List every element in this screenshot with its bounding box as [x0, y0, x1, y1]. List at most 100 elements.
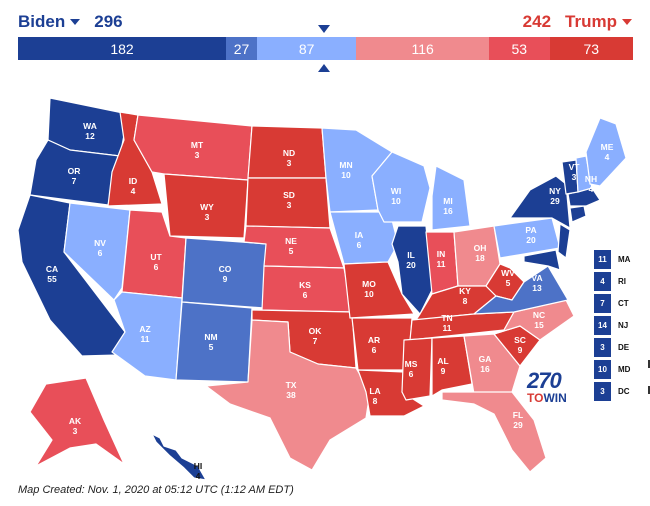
legend-ev-nj[interactable]: 14	[594, 315, 611, 335]
svg-text:UT6: UT 6	[150, 252, 162, 272]
label-me-abbr: ME	[601, 142, 614, 152]
state-mi[interactable]	[431, 165, 471, 231]
label-az-ev: 11	[141, 334, 150, 344]
label-id-ev: 4	[131, 186, 136, 196]
legend-row-nj[interactable]: 14 NJ	[594, 314, 630, 336]
state-me[interactable]	[585, 117, 627, 187]
label-vt-abbr: VT	[569, 162, 581, 172]
label-nd-ev: 3	[287, 158, 292, 168]
legend-row-ri[interactable]: 4 RI	[594, 270, 630, 292]
label-co-abbr: CO	[219, 264, 232, 274]
svg-text:NH4: NH 4	[585, 174, 597, 194]
small-states-legend: 11 MA 4 RI 7 CT 14 NJ 3 DE 10 MD 3 DC	[594, 248, 630, 402]
bar-segment-solid-d[interactable]: 182	[18, 37, 227, 60]
svg-text:WY3: WY 3	[200, 202, 214, 222]
label-oh-abbr: OH	[474, 243, 487, 253]
legend-abbr-ri: RI	[618, 276, 626, 286]
svg-text:HI4: HI 4	[194, 461, 203, 480]
state-nj[interactable]	[557, 223, 571, 259]
bar-segment-likely-r[interactable]: 53	[488, 37, 550, 60]
legend-row-md[interactable]: 10 MD	[594, 358, 630, 380]
label-or-abbr: OR	[68, 166, 81, 176]
electoral-vote-bar: 182 27 87 116 53 73	[18, 37, 633, 60]
state-ms[interactable]	[401, 337, 433, 401]
label-ut-ev: 6	[154, 262, 159, 272]
label-ny-ev: 29	[550, 196, 560, 206]
label-wy-ev: 3	[205, 212, 210, 222]
label-tx-abbr: TX	[286, 380, 297, 390]
label-ak-ev: 3	[73, 426, 78, 436]
trump-name: Trump	[565, 12, 617, 31]
biden-name: Biden	[18, 12, 66, 31]
state-mo[interactable]	[343, 261, 415, 319]
state-fl[interactable]	[441, 391, 547, 473]
legend-ev-ct[interactable]: 7	[594, 293, 611, 313]
label-wv-abbr: WV	[501, 268, 515, 278]
state-hi[interactable]	[151, 433, 207, 480]
svg-text:MT3: MT 3	[191, 140, 204, 160]
label-tn-ev: 11	[443, 323, 452, 333]
label-ms-abbr: MS	[405, 359, 418, 369]
state-md[interactable]	[523, 249, 561, 271]
270towin-logo[interactable]: 270 TOWIN	[527, 370, 573, 405]
svg-text:NV6: NV 6	[94, 238, 106, 258]
label-sd-ev: 3	[287, 200, 292, 210]
legend-row-de[interactable]: 3 DE	[594, 336, 630, 358]
label-tx-ev: 38	[286, 390, 296, 400]
label-mi-ev: 16	[443, 206, 453, 216]
state-nh[interactable]	[575, 155, 593, 193]
trump-header[interactable]: 242 Trump	[523, 10, 632, 34]
label-vt-ev: 3	[572, 172, 577, 182]
label-ne-abbr: NE	[285, 236, 297, 246]
label-in-ev: 11	[437, 259, 446, 269]
label-pa-abbr: PA	[525, 225, 536, 235]
state-va[interactable]	[473, 265, 569, 315]
legend-ev-de[interactable]: 3	[594, 337, 611, 357]
bar-segment-solid-r[interactable]: 73	[549, 37, 633, 60]
label-ar-ev: 6	[372, 345, 377, 355]
state-nm[interactable]	[175, 301, 253, 383]
legend-row-dc[interactable]: 3 DC	[594, 380, 630, 402]
label-ak-abbr: AK	[69, 416, 82, 426]
svg-text:OR7: OR 7	[68, 166, 81, 186]
bar-segment-lean-d[interactable]: 87	[256, 37, 357, 60]
label-wa-abbr: WA	[83, 121, 97, 131]
legend-row-ma[interactable]: 11 MA	[594, 248, 630, 270]
state-nv[interactable]	[63, 202, 131, 301]
svg-text:NE5: NE 5	[285, 236, 297, 256]
state-al[interactable]	[431, 335, 473, 397]
state-ct[interactable]	[569, 205, 587, 223]
state-tx[interactable]	[205, 319, 371, 471]
label-ar-abbr: AR	[368, 335, 380, 345]
bar-segment-lean-r[interactable]: 116	[356, 37, 489, 60]
state-ak[interactable]	[29, 377, 125, 467]
svg-text:KY8: KY 8	[459, 286, 471, 306]
state-wi[interactable]	[371, 151, 431, 223]
label-ut-abbr: UT	[150, 252, 162, 262]
legend-ev-dc[interactable]: 3	[594, 381, 611, 401]
label-az-abbr: AZ	[139, 324, 150, 334]
trump-dropdown-icon[interactable]	[622, 19, 632, 25]
biden-dropdown-icon[interactable]	[70, 19, 81, 25]
label-nd-abbr: ND	[283, 148, 295, 158]
bar-segment-likely-d[interactable]: 27	[226, 37, 257, 60]
legend-ev-ma[interactable]: 11	[594, 249, 611, 269]
logo-text: TOWIN	[527, 392, 573, 404]
legend-abbr-ma: MA	[618, 254, 631, 264]
label-fl-abbr: FL	[513, 410, 523, 420]
svg-text:SC9: SC 9	[514, 335, 526, 355]
legend-abbr-ct: CT	[618, 298, 629, 308]
label-ny-abbr: NY	[549, 186, 561, 196]
legend-ev-ri[interactable]: 4	[594, 271, 611, 291]
biden-header[interactable]: Biden 296	[18, 10, 123, 34]
legend-row-ct[interactable]: 7 CT	[594, 292, 630, 314]
legend-ev-md[interactable]: 10	[594, 359, 611, 379]
